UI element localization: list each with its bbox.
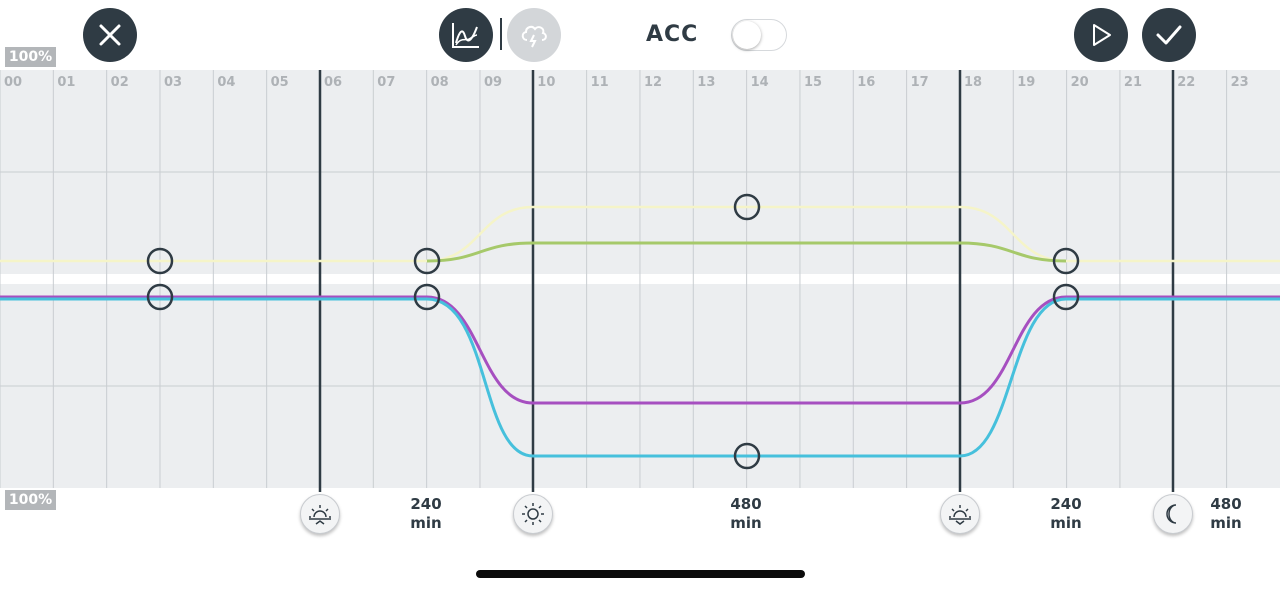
hour-label: 01 — [57, 75, 75, 90]
hour-label: 11 — [591, 75, 609, 90]
white-channel-curve — [0, 205, 1280, 263]
bottom-percent-label: 100% — [5, 490, 56, 510]
acc-toggle-knob — [733, 21, 761, 49]
hour-label: 08 — [431, 75, 449, 90]
night-duration[interactable]: 480 min — [1191, 495, 1261, 533]
hour-label: 06 — [324, 75, 342, 90]
sun-icon — [522, 503, 544, 525]
hour-label: 18 — [964, 75, 982, 90]
hour-label: 16 — [857, 75, 875, 90]
hour-label: 00 — [4, 75, 22, 90]
hour-label: 20 — [1071, 75, 1089, 90]
sunset-duration[interactable]: 240 min — [1031, 495, 1101, 533]
line-chart-icon — [452, 23, 479, 48]
hour-label: 09 — [484, 75, 502, 90]
control-point[interactable] — [146, 247, 174, 275]
home-indicator[interactable] — [476, 570, 805, 578]
day-phase-button[interactable] — [513, 494, 553, 534]
top-percent-label: 100% — [5, 47, 56, 67]
close-button[interactable] — [83, 8, 137, 62]
hour-label: 19 — [1017, 75, 1035, 90]
day-duration-unit: min — [730, 514, 762, 532]
acc-label: ACC — [646, 22, 699, 47]
control-point[interactable] — [733, 442, 761, 470]
acc-toggle[interactable] — [731, 19, 787, 51]
hour-label: 13 — [697, 75, 715, 90]
control-point[interactable] — [733, 193, 761, 221]
night-duration-unit: min — [1210, 514, 1242, 532]
hour-labels: 00 01 02 03 04 05 06 07 08 09 10 11 12 13 14 15 16 17 18 19… — [4, 75, 1249, 90]
play-button[interactable] — [1074, 8, 1128, 62]
hour-label: 03 — [164, 75, 182, 90]
sunset-icon — [949, 505, 971, 525]
hour-label: 05 — [271, 75, 289, 90]
sunrise-duration-unit: min — [410, 514, 442, 532]
sunset-duration-value: 240 — [1050, 495, 1082, 513]
hour-label: 04 — [217, 75, 235, 90]
night-phase-button[interactable] — [1153, 494, 1193, 534]
day-duration[interactable]: 480 min — [711, 495, 781, 533]
hour-label: 12 — [644, 75, 662, 90]
cloud-lightning-icon — [521, 25, 547, 48]
day-duration-value: 480 — [730, 495, 762, 513]
sunrise-icon — [309, 505, 331, 525]
chart-mode-button[interactable] — [439, 8, 493, 62]
mode-divider — [500, 18, 502, 50]
check-icon — [1156, 25, 1182, 45]
control-point[interactable] — [146, 283, 174, 311]
sunrise-duration-value: 240 — [410, 495, 442, 513]
hour-label: 21 — [1124, 75, 1142, 90]
hour-label: 10 — [537, 75, 555, 90]
control-point[interactable] — [1052, 247, 1080, 275]
sunset-phase-button[interactable] — [940, 494, 980, 534]
hour-label: 14 — [751, 75, 769, 90]
hour-label: 07 — [377, 75, 395, 90]
moon-icon — [1166, 504, 1177, 524]
play-icon — [1093, 24, 1111, 46]
control-point[interactable] — [1052, 283, 1080, 311]
control-point[interactable] — [413, 247, 441, 275]
sunrise-duration[interactable]: 240 min — [391, 495, 461, 533]
sunrise-phase-button[interactable] — [300, 494, 340, 534]
green-channel-curve — [426, 241, 1067, 263]
cyan-channel-curve — [0, 297, 1280, 458]
hour-label: 23 — [1231, 75, 1249, 90]
close-icon — [99, 24, 121, 46]
weather-mode-button[interactable] — [507, 8, 561, 62]
confirm-button[interactable] — [1142, 8, 1196, 62]
sunset-duration-unit: min — [1050, 514, 1082, 532]
control-points[interactable] — [146, 193, 1080, 470]
hour-label: 15 — [804, 75, 822, 90]
night-duration-value: 480 — [1210, 495, 1242, 513]
hour-label: 17 — [911, 75, 929, 90]
control-point[interactable] — [413, 283, 441, 311]
purple-channel-curve — [0, 295, 1280, 405]
hour-label: 02 — [111, 75, 129, 90]
phase-boundary-lines — [318, 70, 1175, 492]
hour-label: 22 — [1177, 75, 1195, 90]
